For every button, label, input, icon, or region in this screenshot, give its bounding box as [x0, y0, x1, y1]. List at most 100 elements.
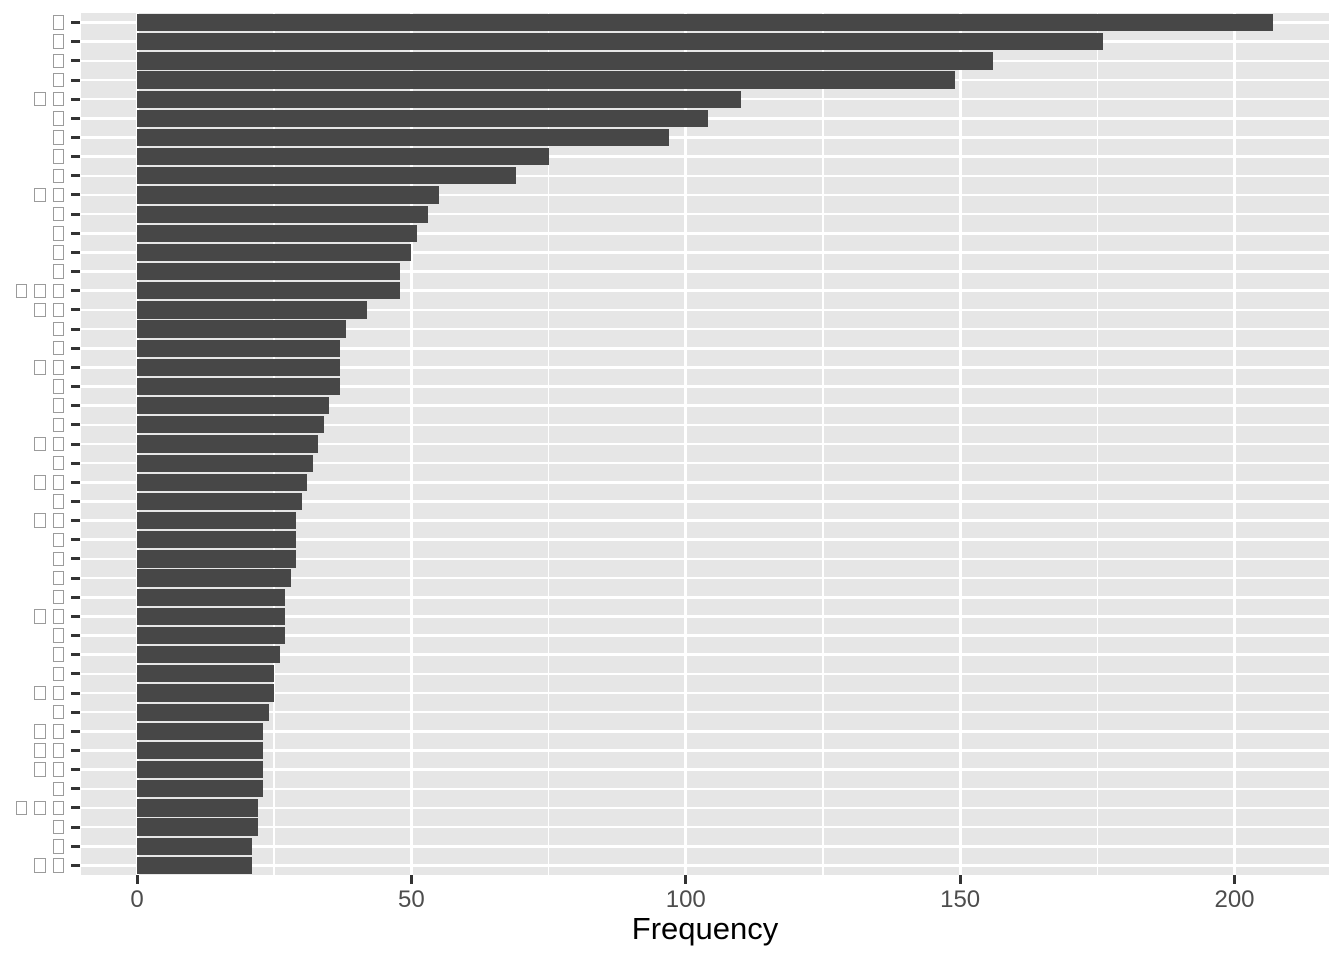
- bar: [137, 703, 269, 721]
- bar: [137, 262, 401, 281]
- bar: [137, 243, 412, 262]
- missing-glyph-box: [52, 685, 64, 701]
- y-tick-mark: [71, 174, 80, 178]
- h-gridline: [81, 615, 1329, 618]
- bar: [137, 607, 286, 625]
- y-tick-mark: [71, 653, 80, 657]
- y-category-label: [34, 513, 64, 528]
- missing-glyph-box: [34, 187, 46, 203]
- x-tick-mark: [684, 875, 688, 884]
- y-category-label: [52, 494, 64, 509]
- bar: [137, 569, 291, 587]
- bar: [137, 339, 341, 357]
- h-gridline: [81, 481, 1329, 484]
- v-minor-gridline: [1096, 13, 1099, 875]
- x-tick-label: 200: [1214, 886, 1255, 913]
- missing-glyph-box: [52, 72, 64, 88]
- y-tick-mark: [71, 634, 80, 638]
- missing-glyph-box: [15, 283, 27, 298]
- h-gridline: [81, 404, 1329, 407]
- missing-glyph-box: [34, 800, 46, 816]
- bar: [137, 71, 955, 89]
- y-category-label: [52, 551, 64, 567]
- missing-glyph-box: [52, 283, 64, 298]
- x-tick-label: 150: [940, 886, 981, 913]
- missing-glyph-box: [52, 647, 64, 662]
- missing-glyph-box: [52, 340, 64, 356]
- y-category-label: [34, 858, 64, 873]
- missing-glyph-box: [52, 609, 64, 624]
- y-category-label: [52, 781, 64, 797]
- h-gridline: [81, 251, 1329, 254]
- y-category-label: [52, 647, 64, 662]
- missing-glyph-box: [34, 475, 46, 490]
- y-tick-mark: [71, 97, 80, 101]
- y-category-label: [52, 417, 64, 433]
- missing-glyph-box: [52, 245, 64, 260]
- bar: [137, 531, 297, 549]
- y-tick-mark: [71, 519, 80, 523]
- y-category-label: [52, 704, 64, 720]
- bar: [137, 761, 264, 779]
- y-category-label: [34, 436, 64, 452]
- y-category-label: [52, 628, 64, 643]
- x-tick-mark: [958, 875, 962, 884]
- h-gridline: [81, 576, 1329, 580]
- y-category-label: [52, 532, 64, 548]
- y-category-label: [34, 91, 64, 107]
- h-gridline: [81, 806, 1329, 810]
- h-gridline: [81, 710, 1329, 714]
- y-category-label: [52, 398, 64, 413]
- y-tick-mark: [71, 289, 80, 293]
- missing-glyph-box: [52, 839, 64, 854]
- bar: [137, 90, 741, 108]
- h-gridline: [81, 212, 1329, 216]
- bar: [137, 109, 708, 127]
- y-tick-mark: [71, 806, 80, 810]
- missing-glyph-box: [52, 149, 64, 164]
- y-category-label: [52, 666, 64, 682]
- x-axis-title: Frequency: [631, 911, 779, 946]
- missing-glyph-box: [15, 800, 27, 816]
- bar: [137, 358, 341, 376]
- h-gridline: [81, 864, 1329, 867]
- y-tick-mark: [71, 404, 80, 408]
- bar: [137, 550, 297, 568]
- y-category-label: [52, 455, 64, 471]
- h-gridline: [81, 136, 1329, 139]
- x-tick-label: 100: [665, 886, 706, 913]
- missing-glyph-box: [52, 111, 64, 126]
- missing-glyph-box: [52, 187, 64, 203]
- y-tick-mark: [71, 155, 80, 159]
- missing-glyph-box: [34, 858, 46, 873]
- missing-glyph-box: [52, 53, 64, 69]
- missing-glyph-box: [52, 379, 64, 394]
- h-gridline: [81, 672, 1329, 676]
- h-gridline: [81, 519, 1329, 522]
- y-category-label: [34, 302, 64, 318]
- missing-glyph-box: [52, 724, 64, 739]
- h-gridline: [81, 653, 1329, 656]
- v-major-gridline: [684, 13, 688, 875]
- missing-glyph-box: [52, 15, 64, 30]
- y-category-label: [52, 589, 64, 605]
- y-category-label: [52, 149, 64, 164]
- h-gridline: [81, 634, 1329, 637]
- h-gridline: [81, 538, 1329, 542]
- y-category-label: [52, 72, 64, 88]
- missing-glyph-box: [52, 168, 64, 184]
- missing-glyph-box: [52, 781, 64, 797]
- y-tick-mark: [71, 863, 80, 867]
- y-category-label: [52, 111, 64, 126]
- y-tick-mark: [71, 270, 80, 274]
- bar: [137, 52, 994, 70]
- y-category-label: [52, 15, 64, 30]
- missing-glyph-box: [52, 800, 64, 816]
- y-tick-mark: [71, 748, 80, 752]
- y-tick-mark: [71, 308, 80, 312]
- x-tick-mark: [409, 875, 413, 884]
- y-category-label: [52, 34, 64, 49]
- y-category-label: [34, 187, 64, 203]
- missing-glyph-box: [52, 666, 64, 682]
